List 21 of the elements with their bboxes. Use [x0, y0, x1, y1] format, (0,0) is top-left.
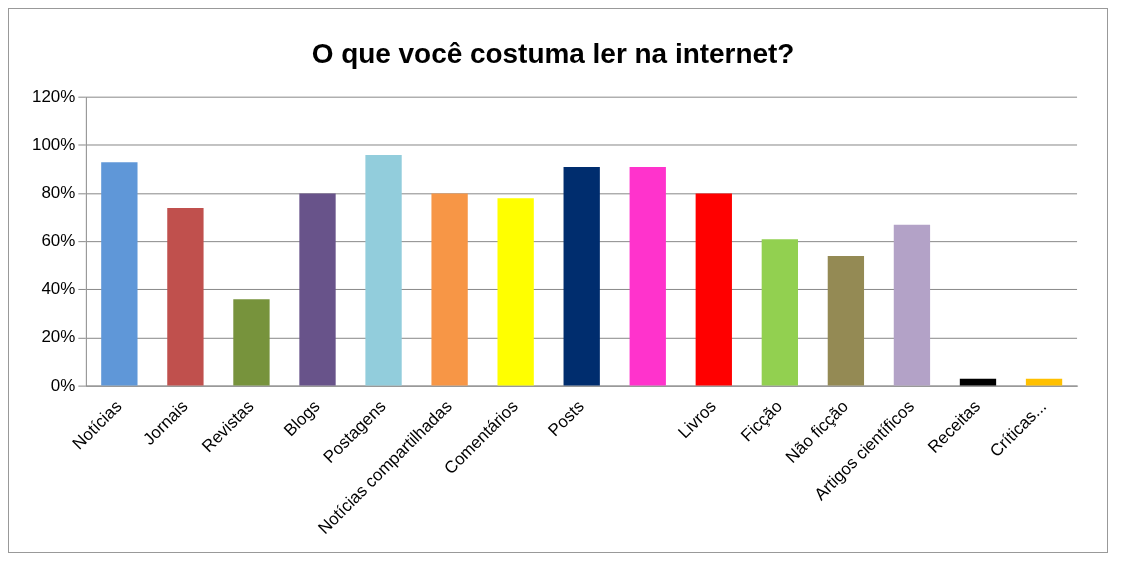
- bar: [629, 167, 666, 386]
- bar: [695, 193, 732, 386]
- y-tick-label: 0%: [50, 375, 76, 395]
- y-tick-label: 100%: [31, 135, 76, 155]
- y-tick-label: 20%: [41, 327, 76, 347]
- bar: [365, 155, 402, 386]
- bar: [893, 224, 931, 386]
- y-tick-label: 80%: [41, 183, 76, 203]
- bar: [299, 193, 336, 386]
- bar: [827, 256, 865, 386]
- y-tick-label: 120%: [31, 86, 76, 106]
- bar: [761, 239, 798, 386]
- y-tick-label: 40%: [41, 279, 76, 299]
- bar: [563, 167, 600, 386]
- y-tick-label: 60%: [41, 231, 76, 251]
- bar: [233, 299, 270, 386]
- chart-title: O que você costuma ler na internet?: [311, 38, 795, 70]
- bar: [431, 193, 468, 386]
- bar: [167, 207, 204, 386]
- bar: [497, 198, 534, 386]
- bar: [101, 162, 138, 386]
